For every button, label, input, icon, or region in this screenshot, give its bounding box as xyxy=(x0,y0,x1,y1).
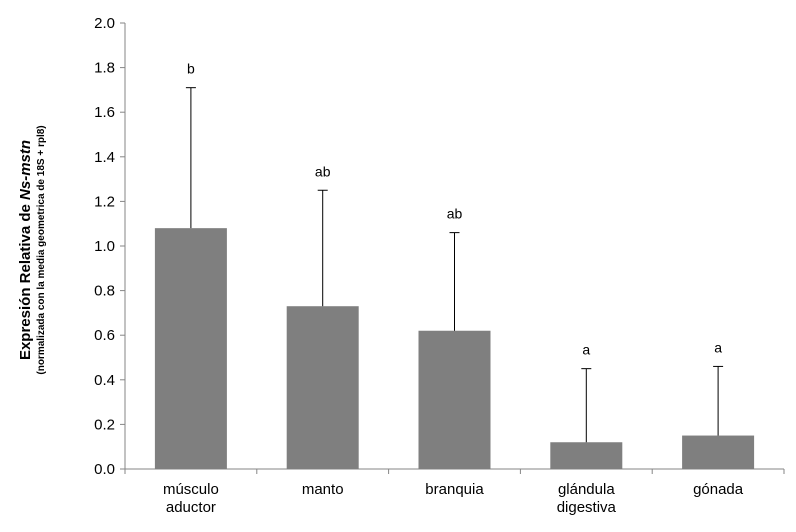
x-category-label-line: aductor xyxy=(166,499,216,516)
y-tick-label: 0.6 xyxy=(94,327,115,344)
significance-label: a xyxy=(714,339,722,355)
significance-label: a xyxy=(582,342,590,358)
plot-area: 0.0 0.2 0.4 0.6 0.8 1.0 1.2 1.4 1.6 1.8 2.0 b múscul… xyxy=(94,15,785,516)
y-tick-label: 1.8 xyxy=(94,60,115,77)
y-axis-label-gene: Ns-mstn xyxy=(17,140,34,200)
bar xyxy=(682,435,755,469)
significance-label: ab xyxy=(315,163,331,179)
y-tick-label: 0.4 xyxy=(94,372,115,389)
x-category-label: gónada xyxy=(693,481,744,498)
y-tick-label: 1.0 xyxy=(94,238,115,255)
y-axis-label-prefix: Expresión Relativa de xyxy=(17,200,34,360)
x-category-label-line: digestiva xyxy=(557,499,617,516)
x-category-label-line: gónada xyxy=(693,481,744,498)
x-category-label-line: glándula xyxy=(558,481,615,498)
bar xyxy=(286,306,359,469)
y-tick-label: 2.0 xyxy=(94,15,115,32)
x-category-label: glándula digestiva xyxy=(557,481,617,516)
y-tick-label: 0.8 xyxy=(94,283,115,300)
svg-text:Expresión Relativa de Ns-mstn: Expresión Relativa de Ns-mstn xyxy=(17,140,34,360)
bar xyxy=(154,228,227,469)
bar xyxy=(550,442,623,469)
y-axis-sublabel: (normalizada con la media geometrica de … xyxy=(36,125,47,374)
y-tick-label: 1.4 xyxy=(94,149,115,166)
x-category-label-line: músculo xyxy=(163,481,219,498)
significance-label: b xyxy=(187,61,195,77)
x-category-label: músculo aductor xyxy=(163,481,219,516)
y-axis-label: Expresión Relativa de Ns-mstn (normaliza… xyxy=(17,125,47,374)
x-category-label: manto xyxy=(302,481,344,498)
y-tick-label: 0.0 xyxy=(94,461,115,478)
x-category-label: branquia xyxy=(425,481,484,498)
x-category-label-line: manto xyxy=(302,481,344,498)
bar xyxy=(418,330,491,469)
significance-label: ab xyxy=(447,206,463,222)
x-category-label-line: branquia xyxy=(425,481,484,498)
y-tick-label: 0.2 xyxy=(94,416,115,433)
y-tick-label: 1.2 xyxy=(94,193,115,210)
y-tick-label: 1.6 xyxy=(94,104,115,121)
